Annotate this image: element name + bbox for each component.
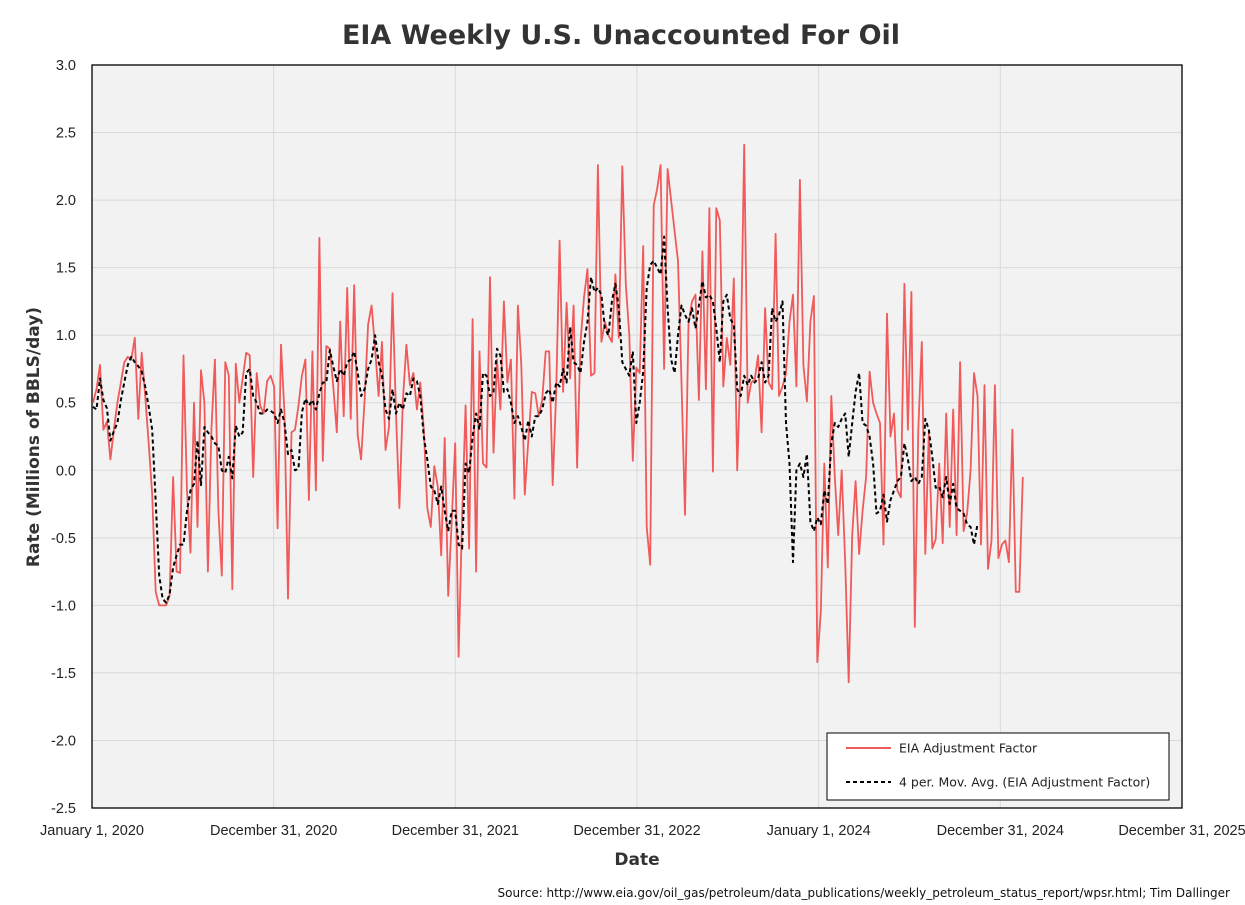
y-tick-label: 0.5 <box>56 396 76 412</box>
y-tick-label: 2.5 <box>56 126 76 142</box>
y-tick-label: -0.5 <box>51 531 76 547</box>
x-tick-label: January 1, 2020 <box>40 823 144 839</box>
x-axis-title: Date <box>614 850 659 870</box>
y-tick-label: 1.5 <box>56 261 76 277</box>
x-axis-ticks: January 1, 2020 December 31, 2020 December… <box>40 823 1245 839</box>
series <box>92 143 1024 684</box>
y-axis-title: Rate (Millions of BBLS/day) <box>24 307 44 567</box>
y-tick-label: -2.5 <box>51 801 76 817</box>
x-tick-label: December 31, 2020 <box>210 823 337 839</box>
x-tick-label: December 31, 2024 <box>937 823 1064 839</box>
y-tick-label: -1.5 <box>51 666 76 682</box>
legend-label-avg: 4 per. Mov. Avg. (EIA Adjustment Factor) <box>899 775 1150 790</box>
y-tick-label: 2.0 <box>56 193 76 209</box>
series-line-moving-average <box>92 235 979 604</box>
y-tick-label: 0.0 <box>56 463 76 479</box>
source-note: Source: http://www.eia.gov/oil_gas/petro… <box>497 886 1230 900</box>
y-axis-ticks: 3.0 2.5 2.0 1.5 1.0 0.5 0.0 -0.5 -1.0 -1.5 -2.0 -2.… <box>51 58 76 817</box>
y-tick-label: 1.0 <box>56 328 76 344</box>
x-tick-label: December 31, 2025 <box>1118 823 1245 839</box>
y-tick-label: 3.0 <box>56 58 76 74</box>
chart-title: EIA Weekly U.S. Unaccounted For Oil <box>342 20 900 51</box>
legend: EIA Adjustment Factor 4 per. Mov. Avg. (… <box>826 732 1170 801</box>
x-tick-label: January 1, 2024 <box>767 823 871 839</box>
plot-border <box>91 64 1183 809</box>
y-tick-label: -1.0 <box>51 598 76 614</box>
series-line-adjustment-factor <box>92 143 1024 684</box>
legend-label-factor: EIA Adjustment Factor <box>899 741 1038 756</box>
legend-box <box>826 732 1170 801</box>
y-tick-label: -2.0 <box>51 733 76 749</box>
x-tick-label: December 31, 2021 <box>392 823 519 839</box>
x-tick-label: December 31, 2022 <box>573 823 700 839</box>
